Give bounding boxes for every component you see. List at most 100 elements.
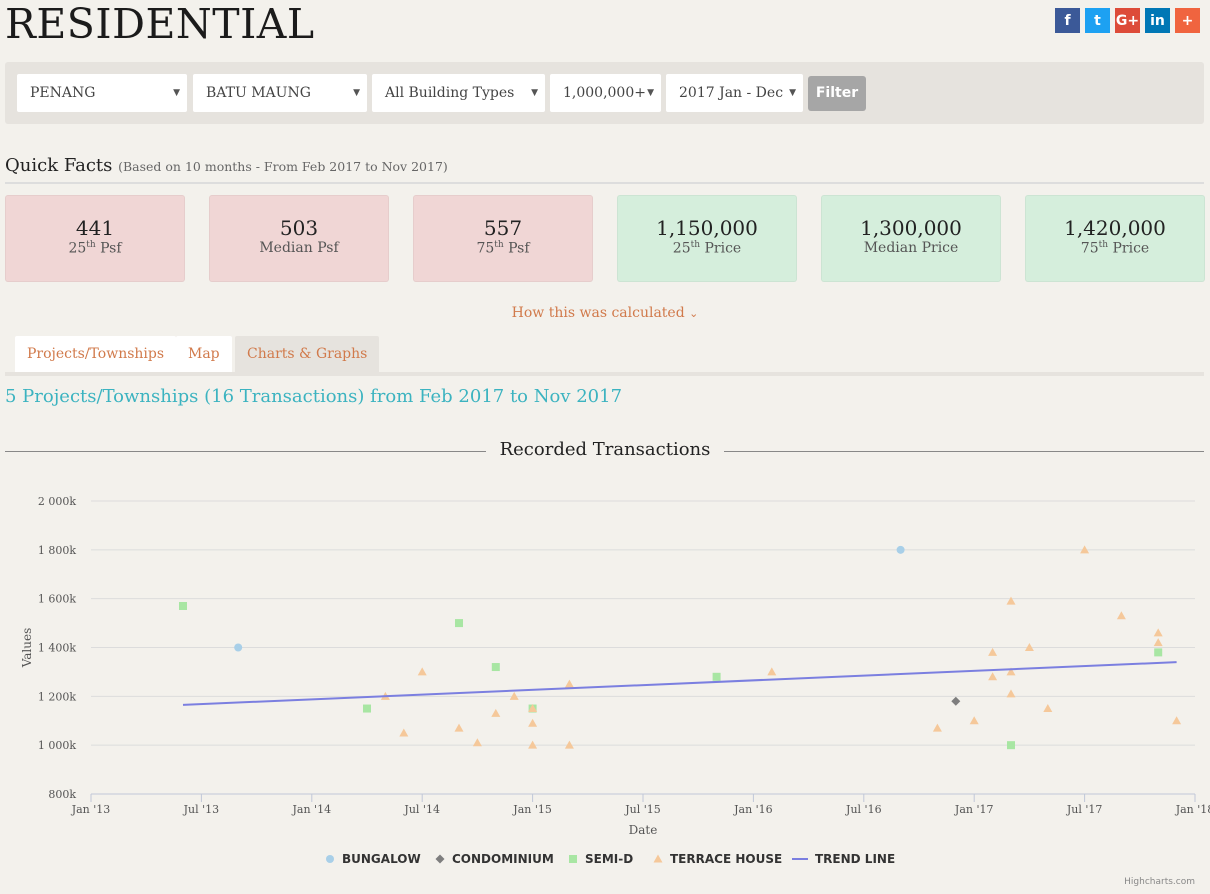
price-select[interactable]: 1,000,000+ ▼ <box>550 74 661 112</box>
stat-ordinal-suffix: th <box>690 240 701 250</box>
terrace-house-point[interactable] <box>932 723 942 732</box>
semi-d-point[interactable] <box>712 672 721 681</box>
legend-item-semi-d[interactable]: SEMI-D <box>569 852 633 866</box>
semi-d-point[interactable] <box>363 704 371 713</box>
terrace-house-point[interactable] <box>1153 638 1163 647</box>
state-select[interactable]: PENANG ▼ <box>17 74 187 112</box>
x-tick-label: Jan '13 <box>71 803 111 816</box>
y-tick-label: 800k <box>48 788 76 801</box>
terrace-house-point[interactable] <box>969 716 979 725</box>
stat-label: 75th Psf <box>414 240 592 257</box>
divider <box>718 451 1204 452</box>
terrace-house-point[interactable] <box>564 679 574 688</box>
how-calculated-label: How this was calculated <box>511 305 685 321</box>
legend-item-bungalow[interactable]: BUNGALOW <box>326 852 421 866</box>
terrace-house-point[interactable] <box>454 723 464 732</box>
legend-label: BUNGALOW <box>342 852 421 866</box>
stat-label-text: Price <box>700 240 742 257</box>
stat-card-price-25th: 1,150,000 25th Price <box>617 195 797 282</box>
terrace-house-point[interactable] <box>528 704 538 713</box>
divider <box>5 182 1204 184</box>
stat-value: 557 <box>483 216 523 240</box>
semi-d-point[interactable] <box>1154 648 1163 657</box>
share-plus-icon[interactable]: + <box>1175 8 1200 33</box>
building-type-select[interactable]: All Building Types ▼ <box>372 74 545 112</box>
semi-d-point[interactable] <box>491 663 500 672</box>
terrace-house-point[interactable] <box>988 672 998 681</box>
terrace-house-point[interactable] <box>491 708 501 717</box>
terrace-house-point[interactable] <box>399 728 409 737</box>
period-select-value: 2017 Jan - Dec <box>679 85 784 101</box>
terrace-house-point[interactable] <box>1116 611 1126 620</box>
stat-label: Median Psf <box>210 240 388 256</box>
stat-label: 25th Psf <box>6 240 184 257</box>
x-tick-label: Jul '13 <box>183 803 220 816</box>
semi-d-point[interactable] <box>455 619 463 628</box>
terrace-house-point[interactable] <box>988 647 998 656</box>
stat-card-price-75th: 1,420,000 75th Price <box>1025 195 1205 282</box>
legend-item-trend-line[interactable]: TREND LINE <box>792 852 895 866</box>
legend-item-condominium[interactable]: CONDOMINIUM <box>435 852 554 866</box>
filter-button[interactable]: Filter <box>808 76 866 111</box>
stat-ordinal: 75 <box>1080 240 1099 257</box>
chart-credits[interactable]: Highcharts.com <box>1124 877 1195 887</box>
terrace-house-point[interactable] <box>1043 704 1053 713</box>
terrace-house-point[interactable] <box>528 740 538 749</box>
y-tick-label: 1 200k <box>38 690 76 703</box>
terrace-house-point[interactable] <box>1172 716 1182 725</box>
area-select[interactable]: BATU MAUNG ▼ <box>193 74 367 112</box>
terrace-house-point[interactable] <box>1080 545 1090 554</box>
bungalow-point[interactable] <box>234 643 243 652</box>
linkedin-icon[interactable]: in <box>1145 8 1170 33</box>
stat-value: 1,300,000 <box>860 216 962 240</box>
stat-label: 75th Price <box>1026 240 1204 257</box>
x-tick-label: Jan '17 <box>954 803 994 816</box>
condominium-point[interactable] <box>951 696 961 706</box>
terrace-house-point[interactable] <box>509 691 519 700</box>
terrace-house-point[interactable] <box>1153 628 1163 637</box>
stat-ordinal-suffix: th <box>86 240 96 250</box>
semi-d-point[interactable] <box>179 601 187 610</box>
y-axis-title: Values <box>20 628 34 669</box>
terrace-house-point[interactable] <box>528 718 538 727</box>
google-plus-icon[interactable]: G+ <box>1115 8 1140 33</box>
semi-d-point[interactable] <box>1007 741 1015 750</box>
chevron-down-icon: ▼ <box>353 88 360 98</box>
stat-label-text: Psf <box>95 240 122 257</box>
period-select[interactable]: 2017 Jan - Dec ▼ <box>666 74 803 112</box>
chart-title-text: Recorded Transactions <box>485 439 725 460</box>
legend-symbol <box>326 855 334 863</box>
how-calculated-link[interactable]: How this was calculated ⌄ <box>0 305 1210 321</box>
terrace-house-point[interactable] <box>767 667 777 676</box>
terrace-house-point[interactable] <box>1006 689 1016 698</box>
bungalow-point[interactable] <box>896 545 905 554</box>
tab-map[interactable]: Map <box>176 336 232 372</box>
twitter-icon[interactable]: t <box>1085 8 1110 33</box>
x-tick-label: Jul '16 <box>845 803 882 816</box>
legend-label: TREND LINE <box>815 852 895 866</box>
terrace-house-point[interactable] <box>1024 643 1034 651</box>
chevron-down-icon: ▼ <box>173 88 180 98</box>
legend-symbol <box>435 854 445 864</box>
legend-label: SEMI-D <box>585 852 633 866</box>
y-tick-label: 1 600k <box>38 593 76 606</box>
terrace-house-point[interactable] <box>564 740 574 749</box>
trend-line[interactable] <box>182 661 1177 706</box>
legend-item-terrace-house[interactable]: TERRACE HOUSE <box>653 852 783 866</box>
tab-charts-graphs[interactable]: Charts & Graphs <box>235 336 380 372</box>
terrace-house-point[interactable] <box>1006 596 1016 605</box>
y-tick-label: 2 000k <box>38 495 76 508</box>
terrace-house-point[interactable] <box>1006 667 1016 676</box>
stat-label-text: Median Psf <box>259 240 339 256</box>
terrace-house-point[interactable] <box>417 667 427 676</box>
facebook-icon[interactable]: f <box>1055 8 1080 33</box>
area-select-value: BATU MAUNG <box>206 85 311 101</box>
filter-bar: PENANG ▼ BATU MAUNG ▼ All Building Types… <box>5 62 1204 124</box>
quick-facts-title: Quick Facts <box>5 155 113 176</box>
tab-projects-townships[interactable]: Projects/Townships <box>15 336 177 372</box>
legend-symbol <box>569 855 577 863</box>
terrace-house-point[interactable] <box>472 738 482 747</box>
divider <box>5 451 491 452</box>
x-tick-label: Jan '14 <box>292 803 332 816</box>
stat-label-text: Price <box>1108 240 1150 257</box>
